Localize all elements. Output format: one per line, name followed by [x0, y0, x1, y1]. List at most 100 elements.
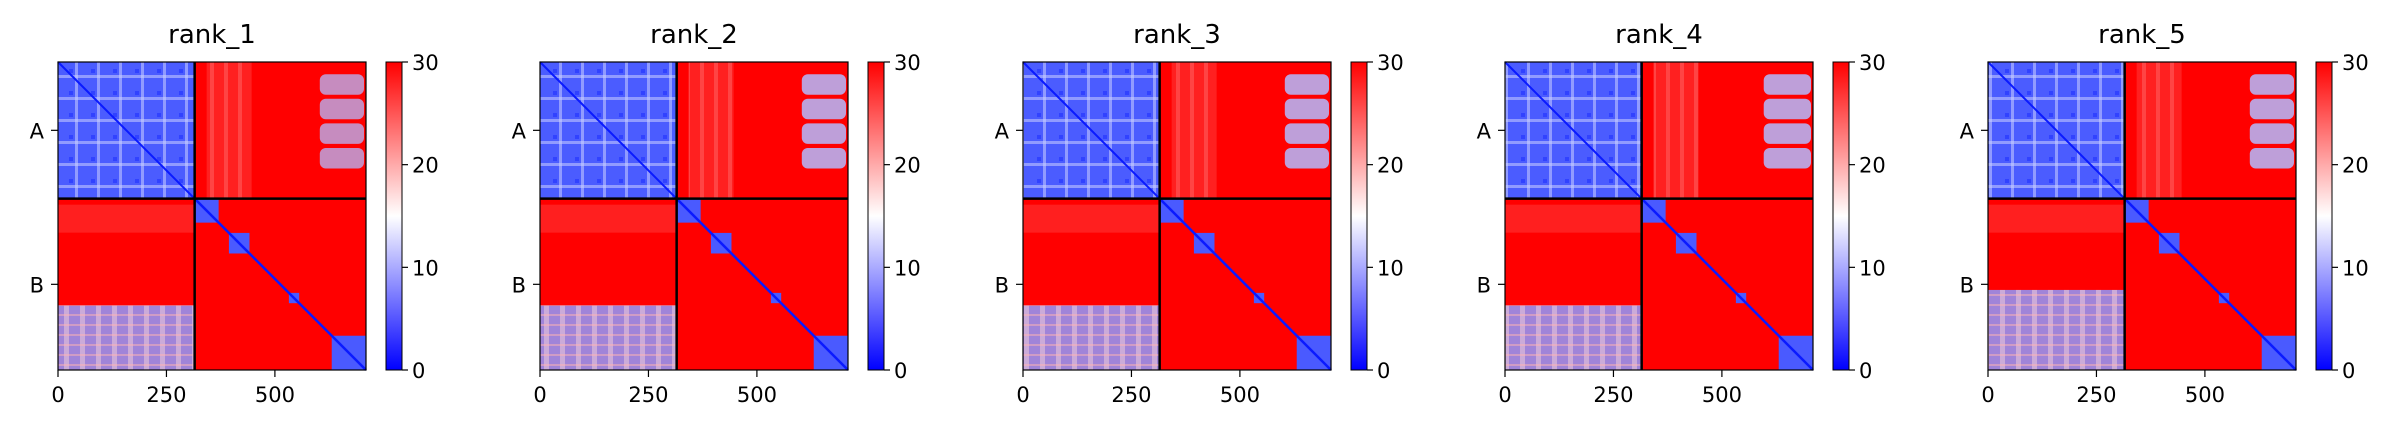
heatmap-stripe-b-a — [1023, 204, 1160, 233]
heatmap-stripe-b-a — [540, 204, 677, 233]
heatmap-patch-a-b — [2249, 147, 2294, 169]
chain-label: B — [1477, 273, 1491, 297]
x-tick-label: 500 — [1220, 383, 1260, 407]
panel-title: rank_1 — [168, 20, 256, 50]
heatmap-patch-a-b — [319, 123, 364, 144]
heatmap-diagonal-a — [1987, 61, 2126, 200]
x-tick-label: 250 — [146, 383, 186, 407]
colorbar-tick-label: 0 — [1377, 359, 1390, 383]
colorbar-tick-label: 0 — [412, 359, 425, 383]
heatmap-patch-a-b — [319, 98, 364, 120]
x-tick-label: 0 — [1981, 383, 1994, 407]
colorbar-tick-label: 30 — [2342, 51, 2369, 75]
heatmap-stripe-b-a — [1505, 204, 1642, 233]
chain-label: A — [995, 119, 1010, 143]
panel-title: rank_4 — [1615, 20, 1703, 50]
chain-label: A — [1477, 119, 1492, 143]
panel-rank_1: rank_1 0 250 500 A B 0 10 20 30 — [30, 20, 439, 407]
heatmap-patch-a-b — [801, 147, 846, 169]
heatmap-stripe-b-a — [1988, 204, 2125, 233]
colorbar-tick-label: 20 — [1377, 154, 1404, 178]
panel-title: rank_2 — [650, 20, 738, 50]
x-tick-label: 500 — [737, 383, 777, 407]
chain-label: A — [30, 119, 45, 143]
colorbar-tick-label: 0 — [1859, 359, 1872, 383]
colorbar-frame — [867, 61, 885, 371]
x-tick-label: 0 — [51, 383, 64, 407]
heatmap-patch-a-b — [319, 147, 364, 169]
colorbar-tick-label: 10 — [412, 256, 439, 280]
panel-rank_5: rank_5 0 250 500 A B 0 10 20 30 — [1960, 20, 2369, 407]
heatmap-band-b-a — [1988, 289, 2125, 370]
heatmap-patch-a-b — [1763, 74, 1811, 95]
x-tick-label: 250 — [628, 383, 668, 407]
x-tick-label: 0 — [533, 383, 546, 407]
colorbar — [868, 62, 884, 370]
heatmap-stripe-a-b — [688, 62, 734, 199]
heatmap-diagonal-b — [1158, 197, 1332, 371]
heatmap-diagonal-a — [57, 61, 196, 200]
x-tick-label: 250 — [1111, 383, 1151, 407]
colorbar-frame — [2315, 61, 2333, 371]
heatmap-patch-a-b — [1763, 147, 1811, 169]
panel-rank_3: rank_3 0 250 500 A B 0 10 20 30 — [995, 20, 1404, 407]
colorbar-tick-label: 0 — [2342, 359, 2355, 383]
panels-group: rank_1 0 250 500 A B 0 10 20 30 rank_2 0 250 500 A B 0 10… — [30, 20, 2369, 407]
colorbar-frame — [1832, 61, 1850, 371]
colorbar — [2316, 62, 2332, 370]
panel-title: rank_5 — [2098, 20, 2186, 50]
heatmap-diagonal-b — [1640, 197, 1814, 371]
colorbar-tick-label: 20 — [2342, 154, 2369, 178]
chain-label: B — [512, 273, 526, 297]
colorbar — [1351, 62, 1367, 370]
colorbar-tick-label: 0 — [894, 359, 907, 383]
axes-frame — [1022, 61, 1332, 371]
heatmap-band-b-a — [540, 305, 677, 370]
colorbar-frame — [385, 61, 403, 371]
heatmap-stripe-a-b — [1653, 62, 1699, 199]
heatmap-diagonal-a — [539, 61, 678, 200]
heatmap-patch-a-b — [1763, 98, 1811, 120]
colorbar — [1833, 62, 1849, 370]
heatmap-patch-a-b — [1284, 74, 1329, 95]
axes-frame — [1987, 61, 2297, 371]
colorbar-tick-label: 20 — [1859, 154, 1886, 178]
heatmap-patch-a-b — [2249, 123, 2294, 144]
chain-label: B — [1960, 273, 1974, 297]
heatmap-diagonal-b — [2123, 197, 2297, 371]
colorbar-tick-label: 20 — [894, 154, 921, 178]
chain-label: A — [512, 119, 527, 143]
colorbar-tick-label: 20 — [412, 154, 439, 178]
x-tick-label: 500 — [1702, 383, 1742, 407]
heatmap-patch-a-b — [801, 74, 846, 95]
heatmap-patch-a-b — [801, 98, 846, 120]
heatmap-stripe-b-a — [58, 204, 195, 233]
heatmap-diagonal-a — [1504, 61, 1643, 200]
heatmap-band-b-a — [1505, 305, 1642, 370]
colorbar-tick-label: 30 — [1859, 51, 1886, 75]
axes-frame — [1504, 61, 1814, 371]
axes-frame — [539, 61, 849, 371]
chain-label: A — [1960, 119, 1975, 143]
heatmap-band-b-a — [58, 305, 195, 370]
colorbar-frame — [1350, 61, 1368, 371]
heatmap-patch-a-b — [1284, 123, 1329, 144]
colorbar-tick-label: 30 — [1377, 51, 1404, 75]
heatmap-patch-a-b — [1284, 147, 1329, 169]
heatmap-patch-a-b — [801, 123, 846, 144]
heatmap-patch-a-b — [319, 74, 364, 95]
colorbar-tick-label: 10 — [2342, 256, 2369, 280]
panel-rank_4: rank_4 0 250 500 A B 0 10 20 30 — [1477, 20, 1886, 407]
colorbar-tick-label: 10 — [1377, 256, 1404, 280]
heatmap-diagonal-a — [1022, 61, 1161, 200]
x-tick-label: 250 — [2076, 383, 2116, 407]
heatmap-patch-a-b — [2249, 98, 2294, 120]
colorbar-tick-label: 10 — [894, 256, 921, 280]
panel-title: rank_3 — [1133, 20, 1221, 50]
axes-frame — [57, 61, 367, 371]
heatmap-patch-a-b — [1763, 123, 1811, 144]
colorbar-tick-label: 10 — [1859, 256, 1886, 280]
chain-label: B — [995, 273, 1009, 297]
heatmap-stripe-a-b — [2136, 62, 2182, 199]
